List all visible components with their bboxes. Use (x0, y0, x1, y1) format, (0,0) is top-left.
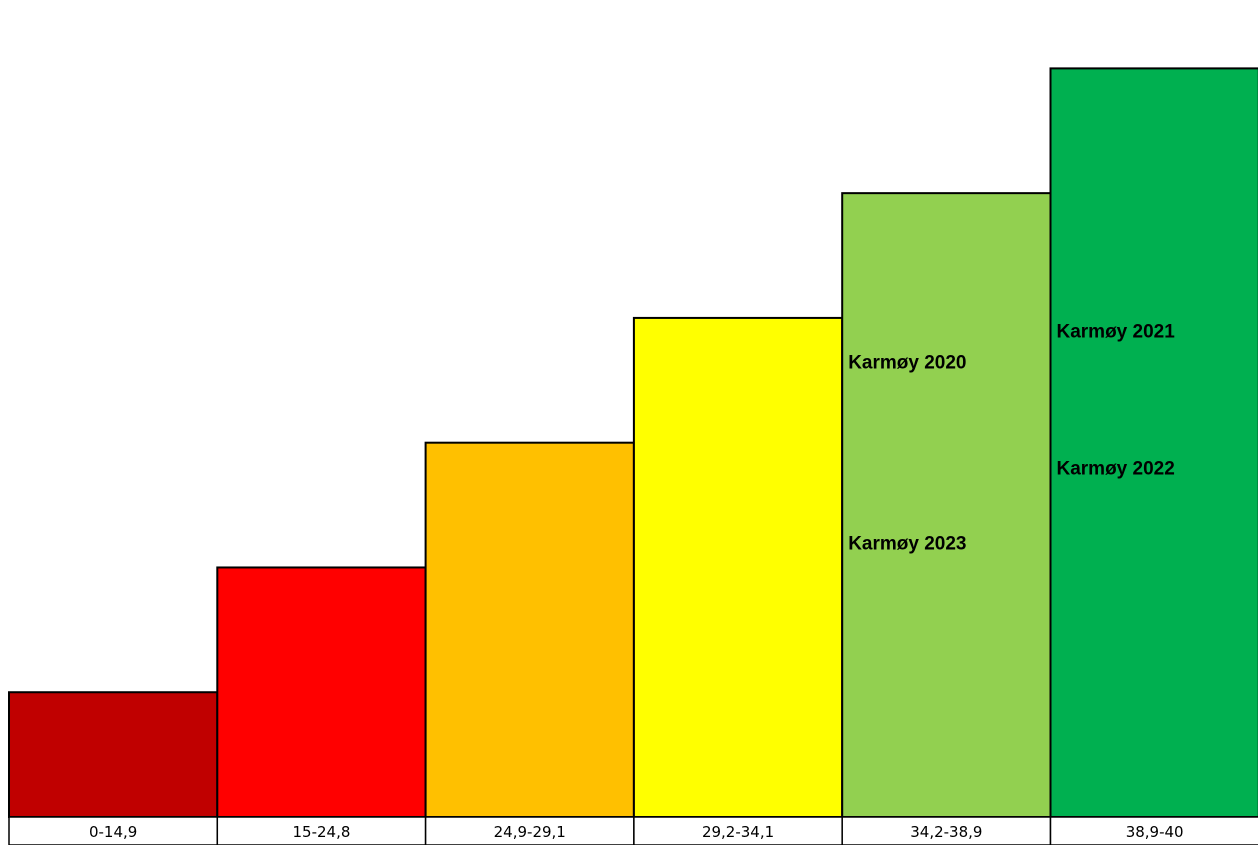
bar-0 (8, 691, 219, 819)
bars-group (8, 67, 1258, 819)
category-cell-0 (8, 816, 219, 845)
tick-label-4: 34,2-38,9 (910, 823, 982, 841)
tick-label-1: 15-24,8 (292, 823, 350, 841)
category-axis: 0-14,9 15-24,8 24,9-29,1 29,2-34,1 34,2-38,9… (8, 816, 1258, 845)
bar-4 (841, 192, 1052, 818)
bar-5 (1049, 67, 1258, 818)
category-cell-3 (633, 816, 843, 845)
bar-1 (216, 566, 427, 819)
tick-label-5: 38,9-40 (1126, 823, 1184, 841)
tick-label-0: 0-14,9 (89, 823, 137, 841)
category-cell-5 (1049, 816, 1258, 845)
category-cell-1 (216, 816, 427, 845)
annotation-label-0: Karmøy 2020 (848, 353, 966, 374)
bar-2 (424, 441, 635, 818)
annotations-group: Karmøy 2020 Karmøy 2023 Karmøy 2021 Karmøy … (848, 321, 1175, 554)
tick-label-3: 29,2-34,1 (702, 823, 774, 841)
category-cell-2 (424, 816, 635, 845)
annotation-label-1: Karmøy 2023 (848, 534, 966, 555)
category-cell-4 (841, 816, 1052, 845)
bar-3 (632, 316, 844, 818)
tick-label-2: 24,9-29,1 (494, 823, 566, 841)
annotation-label-3: Karmøy 2022 (1057, 459, 1175, 480)
annotation-label-2: Karmøy 2021 (1057, 321, 1176, 342)
